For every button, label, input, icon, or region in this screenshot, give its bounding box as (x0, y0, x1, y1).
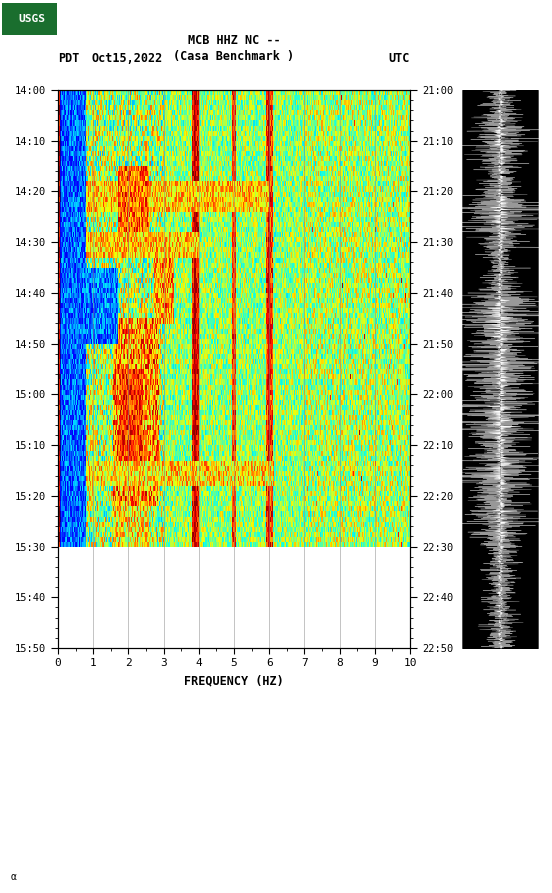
Text: USGS: USGS (19, 14, 46, 24)
Text: α: α (11, 872, 17, 882)
Text: Oct15,2022: Oct15,2022 (91, 52, 162, 65)
Text: MCB HHZ NC --: MCB HHZ NC -- (188, 34, 280, 47)
Text: (Casa Benchmark ): (Casa Benchmark ) (173, 50, 295, 63)
X-axis label: FREQUENCY (HZ): FREQUENCY (HZ) (184, 674, 284, 687)
Text: PDT: PDT (58, 52, 79, 65)
Text: UTC: UTC (389, 52, 410, 65)
